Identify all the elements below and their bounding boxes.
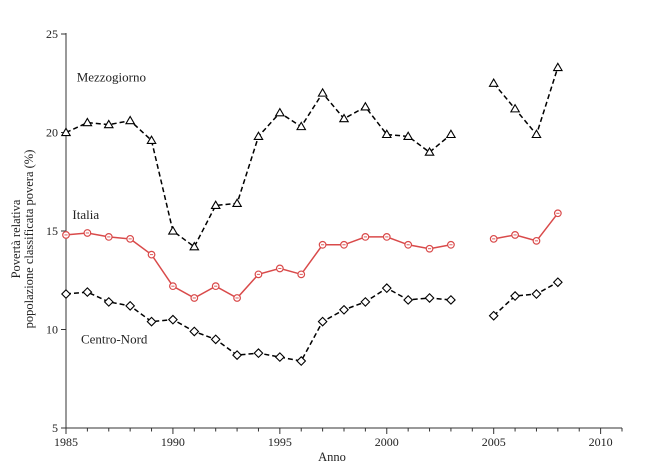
series-layer	[60, 62, 564, 366]
data-point	[445, 294, 456, 305]
data-point	[103, 296, 114, 307]
series-line	[493, 281, 559, 317]
y-axis-title-line: Povertà relativa	[9, 199, 23, 278]
series-label-mezzogiorno: Mezzogiorno	[77, 69, 146, 84]
y-axis-title-line: popolazione classificata povera (%)	[22, 150, 36, 329]
data-point	[317, 87, 328, 97]
data-point	[552, 62, 564, 72]
y-axis-ticks: 5 10 15 20 25	[46, 27, 66, 435]
data-point	[488, 310, 499, 321]
y-tick-label: 20	[46, 126, 58, 140]
data-point	[296, 121, 307, 131]
y-tick-label: 15	[46, 224, 58, 238]
x-tick-label: 2000	[375, 435, 399, 449]
x-tick-label: 1995	[268, 435, 292, 449]
data-point	[445, 129, 457, 139]
data-point	[231, 198, 243, 207]
data-point	[509, 103, 521, 113]
x-tick-label: 2010	[589, 435, 613, 449]
data-point	[296, 356, 307, 366]
data-point	[552, 277, 563, 288]
x-tick-label: 1985	[54, 435, 78, 449]
series-mezzogiorno	[60, 62, 564, 251]
data-point	[210, 334, 221, 345]
y-axis-title: Povertà relativa popolazione classificata…	[9, 150, 36, 329]
data-point	[510, 291, 521, 301]
series-line	[65, 91, 452, 248]
data-point	[167, 225, 179, 235]
data-point	[60, 127, 72, 137]
series-line	[65, 232, 452, 299]
x-tick-label: 1990	[161, 435, 185, 449]
data-point	[274, 107, 286, 117]
y-tick-label: 10	[46, 323, 58, 337]
data-point	[488, 77, 499, 87]
data-point	[402, 131, 414, 141]
data-point	[531, 129, 542, 139]
data-point	[360, 101, 371, 111]
data-point	[82, 117, 93, 127]
data-point	[253, 348, 264, 359]
data-point	[317, 316, 328, 327]
data-point	[339, 304, 349, 315]
data-point	[338, 113, 350, 123]
data-point	[103, 119, 114, 129]
data-point	[146, 316, 157, 327]
series-line	[493, 67, 559, 137]
data-point	[424, 293, 435, 303]
data-point	[360, 296, 371, 307]
data-point	[274, 352, 285, 363]
data-point	[253, 131, 264, 141]
axes: 5 10 15 20 25 1985 1990 1995 2000 2005 2010	[46, 27, 623, 449]
data-point	[381, 129, 392, 139]
data-point	[210, 200, 221, 209]
data-point	[189, 326, 200, 337]
data-point	[82, 287, 93, 298]
series-centro-nord	[61, 277, 563, 366]
x-axis-title: Anno	[318, 450, 346, 464]
x-tick-label: 2005	[482, 435, 506, 449]
series-italia	[62, 209, 562, 302]
data-point	[424, 146, 435, 156]
series-label-italia: Italia	[72, 207, 99, 222]
data-point	[403, 294, 414, 305]
series-labels: Mezzogiorno Italia Centro-Nord	[72, 69, 147, 346]
x-axis-ticks: 1985 1990 1995 2000 2005 2010	[54, 428, 623, 449]
data-point	[125, 300, 136, 311]
y-tick-label: 25	[46, 27, 58, 41]
data-point	[146, 135, 157, 144]
series-label-centro-nord: Centro-Nord	[81, 331, 148, 346]
data-point	[167, 314, 178, 325]
data-point	[189, 241, 200, 251]
data-point	[61, 289, 71, 300]
data-point	[124, 115, 136, 125]
data-point	[381, 283, 392, 294]
data-point	[531, 289, 542, 300]
data-point	[232, 350, 243, 361]
series-line	[493, 212, 559, 242]
y-tick-label: 5	[52, 421, 58, 435]
